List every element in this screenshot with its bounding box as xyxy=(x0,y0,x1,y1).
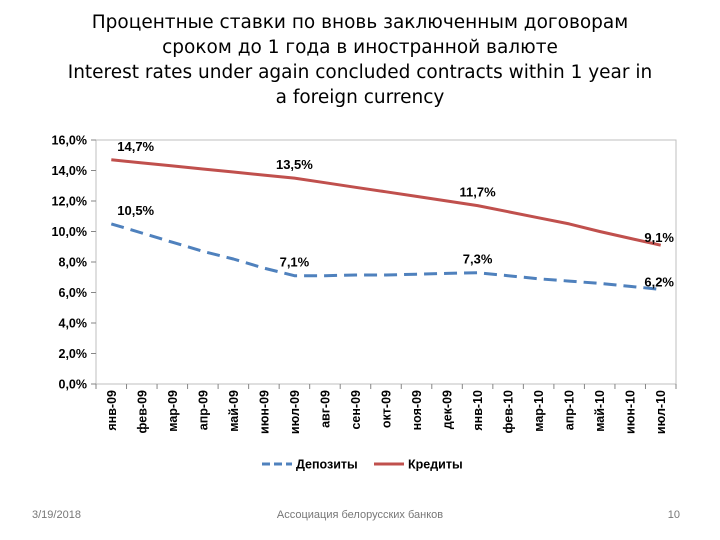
y-tick-label: 10,0% xyxy=(52,225,87,239)
y-tick-label: 14,0% xyxy=(52,164,87,178)
x-tick-label: июл-09 xyxy=(288,390,302,434)
series-line-deposits xyxy=(110,222,661,291)
title-line-1: Процентные ставки по вновь заключенным д… xyxy=(91,12,629,33)
data-label: 7,1% xyxy=(280,255,310,270)
y-tick-label: 16,0% xyxy=(52,134,87,148)
x-tick-label: май-10 xyxy=(593,390,607,432)
footer-organization: Ассоциация белорусских банков xyxy=(276,509,444,521)
chart-title: Процентные ставки по вновь заключенным д… xyxy=(0,10,720,110)
data-label: 14,7% xyxy=(117,139,154,154)
series-line-credits xyxy=(111,158,662,247)
y-tick-label: 4,0% xyxy=(59,317,88,331)
data-label: 13,5% xyxy=(276,157,313,172)
x-tick-label: апр-10 xyxy=(563,390,577,430)
x-tick-label: апр-09 xyxy=(196,390,210,430)
x-tick-label: авг-09 xyxy=(318,390,332,428)
x-tick-label: дек-09 xyxy=(441,390,455,429)
x-tick-label: янв-10 xyxy=(471,390,485,431)
data-label: 6,2% xyxy=(644,274,674,289)
x-tick-label: фев-09 xyxy=(135,390,149,434)
y-tick-label: 12,0% xyxy=(52,195,87,209)
title-line-3: Interest rates under again concluded con… xyxy=(67,62,653,83)
plot-area xyxy=(95,139,677,385)
title-line-4: a foreign currency xyxy=(275,87,445,108)
data-label: 11,7% xyxy=(460,185,497,200)
legend-label: Кредиты xyxy=(408,458,463,472)
x-tick-label: июл-10 xyxy=(654,390,668,434)
series-layer xyxy=(110,158,662,291)
footer-date: 3/19/2018 xyxy=(32,509,81,521)
x-tick-label: июн-10 xyxy=(624,390,638,434)
x-tick-label: май-09 xyxy=(227,390,241,432)
y-tick-label: 6,0% xyxy=(59,286,88,300)
data-label: 7,3% xyxy=(463,252,493,267)
data-label: 10,5% xyxy=(117,203,154,218)
y-tick-label: 2,0% xyxy=(59,347,88,361)
data-labels: 10,5% 7,1% 7,3% 6,2% 14,7% 13,5% 11,7% 9,1% xyxy=(117,139,674,290)
x-tick-label: ноя-09 xyxy=(410,390,424,430)
y-axis: 0,0% 2,0% 4,0% 6,0% 8,0% 10,0% 12,0% 14,0% 16,0% xyxy=(52,134,96,392)
footer-page-number: 10 xyxy=(667,509,680,521)
plot-area-border xyxy=(95,139,677,385)
x-tick-label: янв-09 xyxy=(105,390,119,431)
title-line-2: сроком до 1 года в иностранной валюте xyxy=(162,37,558,58)
legend: Депозиты Кредиты xyxy=(262,458,463,472)
x-axis: янв-09 фев-09 мар-09 апр-09 май-09 июн-09 июл-… xyxy=(95,384,677,434)
x-tick-label: окт-09 xyxy=(380,390,394,428)
x-tick-label: июн-09 xyxy=(257,390,271,434)
x-tick-label: мар-10 xyxy=(532,390,546,432)
x-tick-label: мар-09 xyxy=(166,390,180,432)
y-tick-label: 8,0% xyxy=(59,256,88,270)
data-label: 9,1% xyxy=(644,230,674,245)
x-tick-label: фев-10 xyxy=(502,390,516,434)
legend-label: Депозиты xyxy=(296,458,358,472)
y-tick-label: 0,0% xyxy=(59,378,88,392)
x-tick-label: сен-09 xyxy=(349,390,363,430)
